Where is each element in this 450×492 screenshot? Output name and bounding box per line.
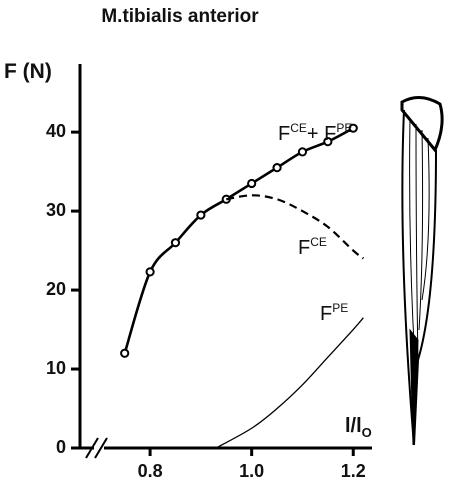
series-label-main: F xyxy=(320,303,332,325)
data-line xyxy=(215,317,364,449)
y-tick-label: 30 xyxy=(46,200,66,220)
data-point xyxy=(120,348,130,358)
y-tick-label: 20 xyxy=(46,279,66,299)
axis-break xyxy=(85,437,99,459)
data-point xyxy=(170,238,181,248)
data-point xyxy=(272,163,282,173)
data-point xyxy=(145,267,155,277)
series-label-sup: CE xyxy=(310,235,327,249)
series-label-sup: PE xyxy=(332,301,348,315)
series-label-sup: CE xyxy=(290,121,307,135)
x-tick-label: 1.0 xyxy=(239,461,264,481)
x-label-sub: O xyxy=(362,425,372,440)
x-axis-label: l/lO xyxy=(345,415,372,440)
data-point xyxy=(348,123,358,133)
data-line xyxy=(123,127,354,354)
data-line xyxy=(226,194,365,260)
chart-title: M.tibialis anterior xyxy=(101,6,259,27)
y-axis-label: F (N) xyxy=(4,60,52,83)
muscle-drawing xyxy=(400,96,444,446)
x-tick-label: 0.8 xyxy=(138,461,163,481)
data-point xyxy=(196,210,206,220)
data-point xyxy=(323,137,333,147)
series-label: FPE xyxy=(320,301,348,325)
data-point xyxy=(247,178,257,189)
series-label-main: + F xyxy=(307,123,336,145)
data-point xyxy=(297,147,308,157)
series-label-main: F xyxy=(298,237,310,259)
y-tick-label: 0 xyxy=(56,437,66,457)
series-label: FCE xyxy=(298,235,327,259)
series-label-main: F xyxy=(278,123,290,145)
series-label: FCE+ FPE xyxy=(278,121,352,145)
x-label-main: l/l xyxy=(345,415,362,437)
series-label-sup: PE xyxy=(336,121,352,135)
x-tick-label: 1.2 xyxy=(341,461,366,481)
axis-break xyxy=(94,437,108,459)
y-tick-label: 40 xyxy=(46,121,66,141)
y-tick-label: 10 xyxy=(46,358,66,378)
